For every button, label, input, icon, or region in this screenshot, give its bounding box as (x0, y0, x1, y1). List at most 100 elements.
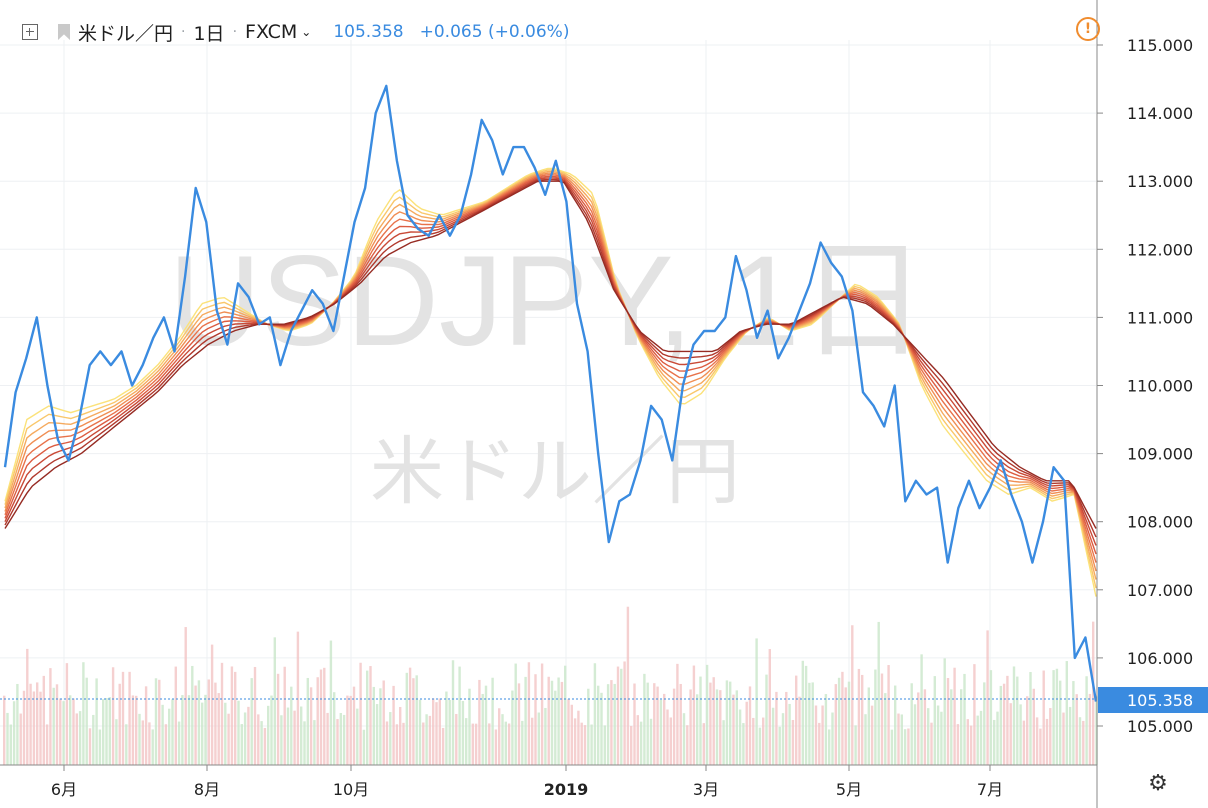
volume-bar (1035, 717, 1039, 765)
alert-icon[interactable]: ! (1076, 17, 1100, 41)
volume-bar (1082, 720, 1085, 765)
volume-bar (577, 710, 580, 765)
volume-bar (85, 677, 88, 765)
volume-bar (804, 665, 808, 765)
x-tick-label: 2019 (544, 780, 589, 799)
price-line (3, 84, 1098, 702)
volume-bar (659, 699, 663, 765)
chevron-down-icon[interactable]: ⌄ (301, 25, 312, 39)
volume-bar (12, 701, 16, 765)
volume-bar (999, 685, 1002, 765)
volume-bar (105, 698, 108, 765)
volume-bar (39, 691, 42, 765)
volume-bar (92, 714, 95, 765)
volume-bar (705, 664, 709, 765)
volume-bar (465, 718, 468, 765)
volume-bar (729, 681, 732, 765)
volume-bar (250, 678, 253, 765)
volume-bar (108, 697, 111, 765)
volume-bar (45, 724, 49, 765)
ma-line (4, 170, 1097, 580)
volume-bar (342, 714, 346, 765)
expand-icon[interactable] (22, 24, 38, 40)
price-axis[interactable]: 115.000 114.000 113.000 112.000 111.000 110.0… (1097, 36, 1193, 736)
volume-bar (564, 665, 567, 765)
volume-bar (138, 713, 141, 765)
data-source[interactable]: FXCM (245, 21, 298, 43)
current-price-label: 105.358 (1127, 691, 1193, 710)
volume-bar (263, 727, 267, 765)
symbol-name[interactable]: 米ドル／円 (78, 22, 174, 45)
volume-bar (458, 666, 461, 765)
volume-bar (877, 621, 880, 765)
volume-bar (385, 721, 389, 765)
volume-bar (372, 686, 375, 765)
volume-bar (554, 690, 557, 765)
volume-bar (600, 692, 603, 765)
volume-bar (567, 699, 570, 765)
volume-bar (573, 718, 577, 765)
volume-bar (22, 690, 26, 765)
volume-bar (801, 660, 804, 765)
volume-bar (1062, 712, 1065, 765)
volume-bar (62, 701, 65, 765)
volume-bar (722, 720, 725, 765)
volume-bar (75, 713, 78, 765)
volume-bar (973, 664, 976, 765)
volume-bar (468, 688, 471, 765)
volume-bar (303, 721, 306, 765)
volume-bars (3, 606, 1098, 765)
grid-lines (0, 40, 1096, 765)
volume-bar (217, 693, 220, 765)
volume-bar (382, 680, 385, 765)
volume-bar (963, 673, 966, 765)
volume-bar (204, 694, 207, 765)
gear-icon[interactable]: ⚙ (1148, 771, 1168, 796)
ma-line (4, 169, 1097, 589)
volume-bar (164, 724, 168, 765)
volume-bar (874, 669, 877, 765)
volume-bar (207, 679, 210, 765)
volume-bar (32, 691, 36, 765)
volume-bar (36, 682, 39, 765)
volume-bar (356, 708, 359, 765)
volume-bar (438, 698, 441, 765)
current-price-tag: 105.358 (1098, 687, 1208, 713)
volume-bar (494, 729, 498, 765)
interval[interactable]: 1日 (193, 22, 225, 45)
volume-bar (544, 707, 547, 765)
volume-bar (42, 675, 45, 765)
volume-bar (1006, 675, 1009, 765)
volume-bar (531, 717, 534, 765)
volume-bar (633, 683, 636, 765)
volume-bar (847, 681, 851, 765)
volume-bar (715, 689, 719, 765)
volume-bar (1016, 676, 1019, 765)
volume-bar (890, 729, 894, 765)
volume-bar (102, 699, 105, 765)
volume-bar (389, 712, 392, 765)
volume-bar (69, 695, 72, 765)
volume-bar (692, 665, 696, 765)
volume-bar (6, 712, 9, 765)
volume-bar (267, 705, 270, 765)
volume-bar (524, 676, 527, 765)
volume-bar (128, 671, 131, 765)
volume-bar (161, 704, 164, 765)
volume-bar (719, 690, 722, 765)
volume-bar (943, 658, 946, 765)
volume-bar (72, 698, 75, 765)
volume-bar (1059, 680, 1062, 765)
volume-bar (181, 695, 184, 765)
time-axis[interactable]: 6月 8月 10月 2019 3月 5月 7月 (51, 765, 1003, 799)
volume-bar (514, 663, 517, 765)
y-tick-label: 107.000 (1127, 581, 1193, 600)
volume-bar (214, 682, 217, 765)
chart-header: 米ドル／円 · 1日 · FXCM ⌄ 105.358 +0.065 (+0.0… (0, 17, 569, 47)
volume-bar (808, 682, 811, 765)
volume-bar (758, 727, 762, 765)
volume-bar (1029, 672, 1032, 765)
volume-bar (184, 627, 187, 765)
ma-line (4, 172, 1097, 572)
